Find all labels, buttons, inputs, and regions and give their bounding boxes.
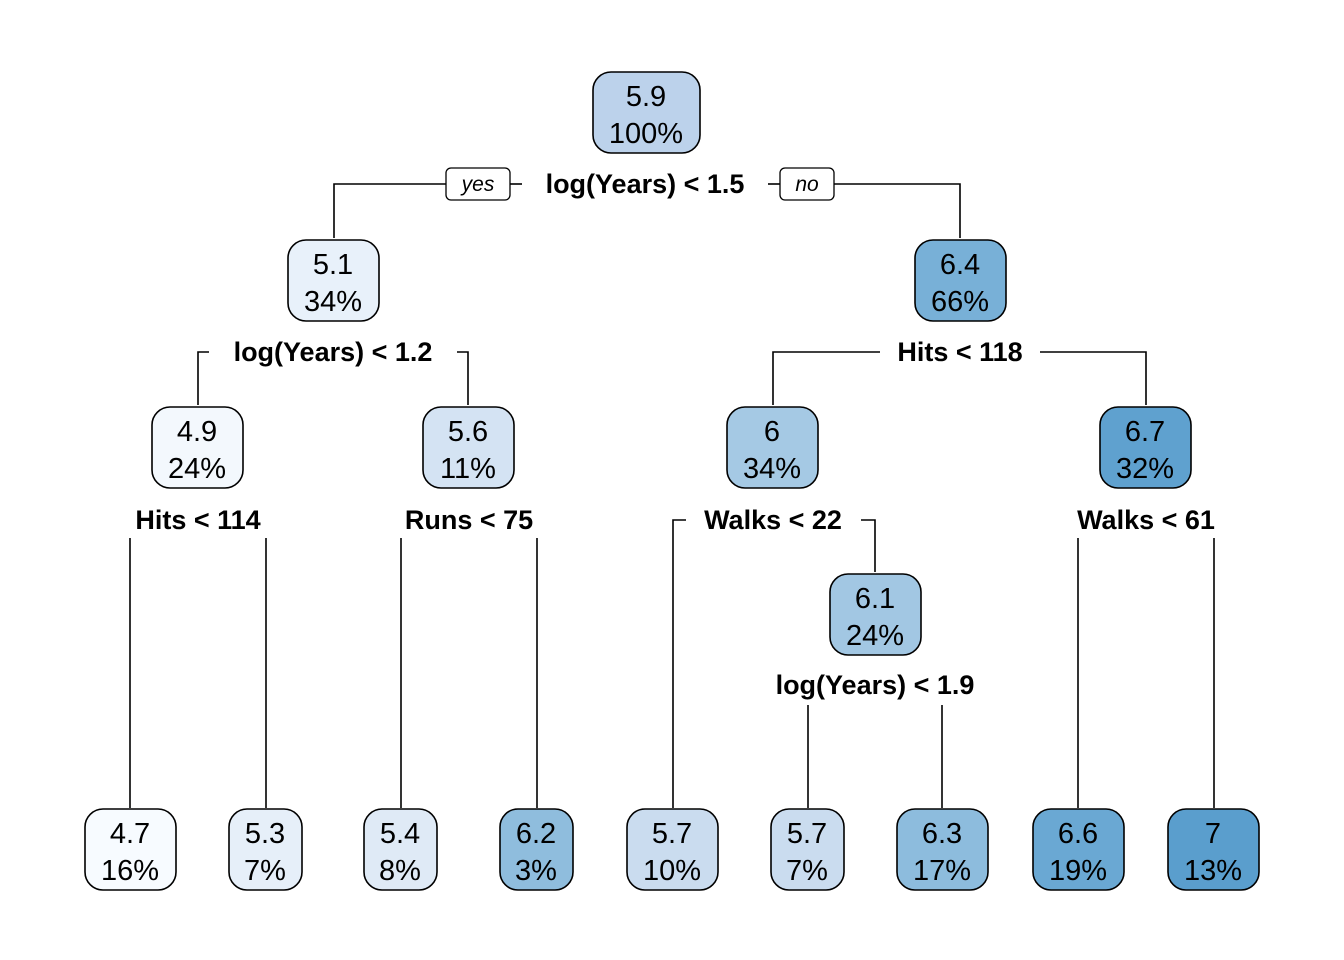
node-percent: 24% — [846, 620, 904, 652]
node-value: 6.3 — [922, 818, 962, 850]
node-percent: 32% — [1116, 453, 1174, 485]
node-value: 7 — [1205, 818, 1221, 850]
leaf-node-9: 7 13% — [1167, 808, 1260, 891]
node-percent: 7% — [244, 855, 286, 887]
split-label-n2: log(Years) < 1.2 — [234, 337, 433, 367]
node-value: 6.1 — [855, 583, 895, 615]
node-percent: 17% — [913, 855, 971, 887]
node-value: 6.6 — [1058, 818, 1098, 850]
leaf-node-7: 6.3 17% — [896, 808, 989, 891]
node-value: 6 — [764, 416, 780, 448]
node-percent: 8% — [379, 855, 421, 887]
branch-label-yes: yes — [445, 167, 511, 201]
leaf-node-1: 4.7 16% — [84, 808, 177, 891]
node-value: 5.7 — [787, 818, 827, 850]
node-n4: 4.9 24% — [151, 406, 244, 489]
node-percent: 7% — [786, 855, 828, 887]
split-label-root: log(Years) < 1.5 — [546, 169, 745, 199]
edge-n3-right — [1040, 351, 1147, 405]
leaf-node-6: 5.7 7% — [770, 808, 845, 891]
node-value: 4.7 — [110, 818, 150, 850]
branch-label-yes-text: yes — [460, 173, 495, 196]
branch-label-no: no — [779, 167, 835, 201]
node-value: 6.7 — [1125, 416, 1165, 448]
split-label-n6: Walks < 22 — [704, 505, 842, 535]
split-label-n13: log(Years) < 1.9 — [776, 670, 975, 700]
node-n13: 6.1 24% — [829, 573, 922, 656]
node-n7: 6.7 32% — [1099, 406, 1192, 489]
edge-n2-left — [197, 351, 209, 405]
leaf-node-4: 6.2 3% — [499, 808, 574, 891]
edge-n6-left — [672, 519, 686, 808]
edge-n6-right — [861, 519, 876, 572]
branch-label-no-text: no — [795, 173, 819, 196]
node-percent: 10% — [643, 855, 701, 887]
split-label-n7: Walks < 61 — [1077, 505, 1215, 535]
node-value: 4.9 — [177, 416, 217, 448]
node-value: 6.2 — [516, 818, 556, 850]
split-label-n4: Hits < 114 — [135, 505, 260, 535]
node-percent: 34% — [304, 286, 362, 318]
node-value: 5.3 — [245, 818, 285, 850]
edge-root-left — [333, 183, 446, 238]
leaf-node-3: 5.4 8% — [363, 808, 438, 891]
split-labels: log(Years) < 1.5 log(Years) < 1.2 Hits <… — [135, 169, 1215, 700]
node-value: 6.4 — [940, 249, 980, 281]
node-root: 5.9 100% — [592, 71, 701, 154]
node-n3: 6.4 66% — [914, 239, 1007, 322]
split-label-n5: Runs < 75 — [405, 505, 533, 535]
node-value: 5.6 — [448, 416, 488, 448]
split-label-n3: Hits < 118 — [897, 337, 1022, 367]
tree-edges — [129, 183, 1215, 808]
edge-n3-left — [772, 351, 880, 405]
node-percent: 100% — [609, 118, 683, 150]
edge-n2-right — [457, 351, 469, 405]
tree-nodes: 5.9 100% 5.1 34% 6.4 66% 4.9 24% 5.6 11%… — [84, 71, 1260, 891]
node-percent: 3% — [515, 855, 557, 887]
node-percent: 66% — [931, 286, 989, 318]
leaf-node-5: 5.7 10% — [626, 808, 719, 891]
node-n6: 6 34% — [726, 406, 819, 489]
leaf-node-8: 6.6 19% — [1032, 808, 1125, 891]
node-value: 5.1 — [313, 249, 353, 281]
node-value: 5.4 — [380, 818, 420, 850]
node-percent: 19% — [1049, 855, 1107, 887]
node-value: 5.9 — [626, 81, 666, 113]
node-percent: 34% — [743, 453, 801, 485]
node-value: 5.7 — [652, 818, 692, 850]
node-percent: 11% — [440, 453, 496, 485]
leaf-node-2: 5.3 7% — [228, 808, 303, 891]
node-percent: 13% — [1184, 855, 1242, 887]
node-percent: 16% — [101, 855, 159, 887]
edge-root-right — [834, 183, 961, 238]
node-percent: 24% — [168, 453, 226, 485]
node-n2: 5.1 34% — [287, 239, 380, 322]
node-n5: 5.6 11% — [422, 406, 515, 489]
